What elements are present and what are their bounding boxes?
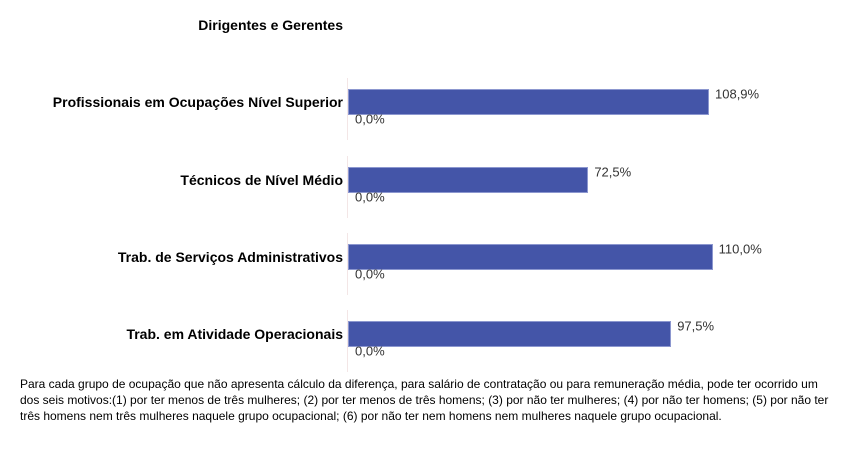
data-label: 110,0% [718,241,762,257]
footnote: Para cada grupo de ocupação que não apre… [20,377,829,423]
category-label: Trab. de Serviços Administrativos [117,248,343,265]
axis-line [347,232,348,295]
category-label: Trab. em Atividade Operacionais [126,326,343,343]
data-label: 0,0% [355,189,385,205]
bar-remuneracao [348,89,709,116]
category-label: Dirigentes e Gerentes [198,17,343,33]
category-label: Técnicos de Nível Médio [180,171,343,188]
axis-line [347,310,348,373]
axis-line [347,78,348,141]
bar-chart: Dirigentes e Gerentes Profissionais em Oc… [52,17,762,373]
bar-remuneracao [348,243,713,270]
bar-remuneracao [348,166,589,193]
data-label: 97,5% [677,318,715,334]
bar-remuneracao [348,321,672,348]
data-label: 0,0% [355,343,385,359]
axis-line [347,155,348,218]
data-label: 0,0% [355,266,385,282]
data-label: 108,9% [715,86,760,102]
category-label: Profissionais em Ocupações Nível Superio… [52,94,343,111]
data-label: 0,0% [355,111,385,127]
data-label: 72,5% [594,164,632,180]
